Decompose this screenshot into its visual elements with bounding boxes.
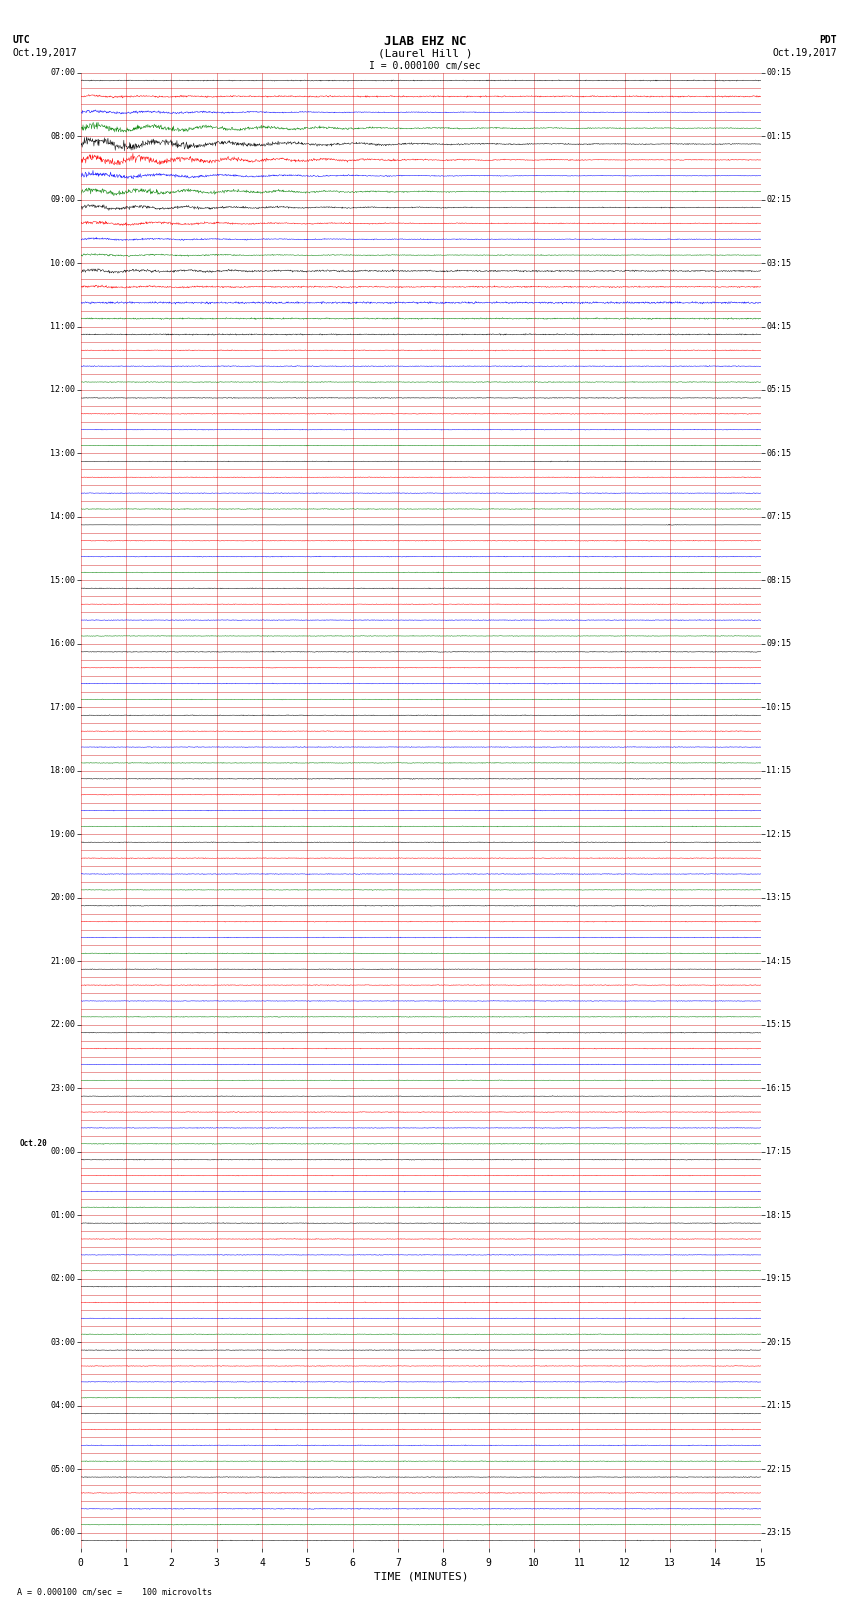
Text: A = 0.000100 cm/sec =    100 microvolts: A = 0.000100 cm/sec = 100 microvolts	[17, 1587, 212, 1597]
Text: I = 0.000100 cm/sec: I = 0.000100 cm/sec	[369, 61, 481, 71]
Text: JLAB EHZ NC: JLAB EHZ NC	[383, 35, 467, 48]
X-axis label: TIME (MINUTES): TIME (MINUTES)	[373, 1571, 468, 1582]
Text: UTC: UTC	[13, 35, 31, 45]
Text: Oct.19,2017: Oct.19,2017	[773, 48, 837, 58]
Text: PDT: PDT	[819, 35, 837, 45]
Text: (Laurel Hill ): (Laurel Hill )	[377, 48, 473, 58]
Text: Oct.19,2017: Oct.19,2017	[13, 48, 77, 58]
Text: Oct.20: Oct.20	[20, 1139, 48, 1148]
